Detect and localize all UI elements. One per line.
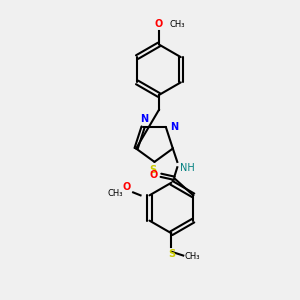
Text: N: N — [140, 114, 149, 124]
Text: CH₃: CH₃ — [169, 20, 185, 29]
Text: NH: NH — [180, 164, 194, 173]
Text: O: O — [123, 182, 131, 192]
Text: S: S — [168, 249, 175, 259]
Text: CH₃: CH₃ — [185, 252, 200, 261]
Text: O: O — [155, 19, 163, 29]
Text: O: O — [150, 170, 158, 180]
Text: CH₃: CH₃ — [107, 189, 123, 198]
Text: N: N — [170, 122, 178, 132]
Text: S: S — [149, 165, 157, 175]
